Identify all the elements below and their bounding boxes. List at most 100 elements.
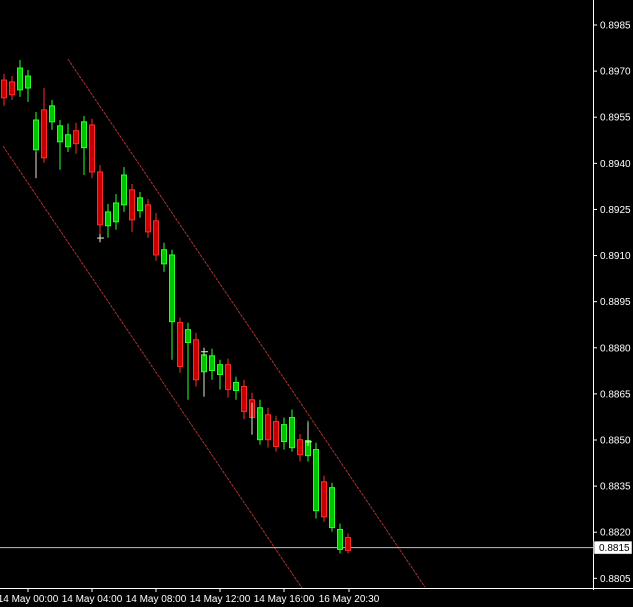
current-price-label: 0.8815 [599, 543, 630, 554]
candle-body [17, 67, 23, 91]
price-tick-label: 0.8940 [600, 159, 631, 170]
candle-body [233, 382, 239, 391]
candle-bearish [177, 317, 183, 373]
candle-bullish [105, 203, 111, 238]
candle-body [289, 417, 295, 449]
time-tick-label: 14 May 08:00 [126, 594, 187, 605]
price-tick-label: 0.8985 [600, 21, 631, 32]
price-axis: 0.8985 0.8970 0.8955 0.8940 0.8925 0.8910 0.88… [593, 21, 631, 585]
candle-body [281, 424, 287, 443]
price-tick-label: 0.8850 [600, 435, 631, 446]
candle-bearish [73, 122, 79, 154]
candle-bearish [297, 433, 303, 462]
price-tick-label: 0.8835 [600, 482, 631, 493]
candle-bullish [289, 409, 295, 452]
candle-body [177, 322, 183, 368]
candles [1, 60, 351, 554]
candle-bearish [89, 118, 95, 179]
price-tick-label: 0.8865 [600, 389, 631, 400]
candle-body [97, 171, 103, 226]
candle-bearish [41, 88, 47, 163]
candle-bullish [281, 417, 287, 450]
candle-body [329, 487, 335, 529]
candle-bullish [137, 191, 143, 218]
candle-bullish [337, 523, 343, 554]
cross-marker [97, 234, 104, 243]
candle-bullish [65, 123, 71, 152]
candle-body [201, 354, 207, 373]
candle-body [209, 355, 215, 372]
candle-bullish [329, 482, 335, 532]
candle-bullish [209, 348, 215, 380]
candle-bullish [121, 167, 127, 212]
candle-body [1, 79, 7, 99]
price-tick-label: 0.8805 [600, 574, 631, 585]
candle-bullish [185, 322, 191, 400]
candle-body [25, 75, 31, 89]
candle-bullish [169, 249, 175, 360]
time-tick-label: 14 May 04:00 [62, 594, 123, 605]
trend-channel [2, 58, 426, 589]
candle-bearish [9, 76, 15, 101]
channel-lower-trendline[interactable] [2, 145, 303, 589]
candle-body [161, 249, 167, 265]
candle-body [265, 414, 271, 441]
candle-body [105, 211, 111, 227]
candle-bearish [345, 533, 351, 554]
candle-body [153, 220, 159, 256]
candle-body [241, 386, 247, 412]
time-axis: 14 May 00:00 14 May 04:00 14 May 08:00 14 M… [0, 588, 380, 605]
candle-bullish [17, 60, 23, 97]
candle-body [137, 197, 143, 212]
candle-body [113, 202, 119, 223]
candle-body [145, 204, 151, 233]
candle-body [65, 134, 71, 148]
candle-bullish [81, 115, 87, 176]
price-tick-label: 0.8820 [600, 528, 631, 539]
candle-body [313, 449, 319, 512]
candle-body [257, 407, 263, 441]
candle-bullish [25, 69, 31, 102]
candle-bullish [57, 119, 63, 170]
candle-bullish [313, 442, 319, 519]
candle-body [345, 536, 351, 551]
candle-bearish [193, 332, 199, 387]
candle-bullish [49, 100, 55, 130]
candle-bullish [161, 242, 167, 272]
time-tick-label: 14 May 16:00 [254, 594, 315, 605]
time-tick-label: 16 May 20:30 [319, 594, 380, 605]
price-tick-label: 0.8910 [600, 251, 631, 262]
candle-bearish [129, 183, 135, 232]
time-tick-label: 14 May 00:00 [0, 594, 59, 605]
candle-bearish [265, 407, 271, 448]
candle-body [49, 105, 55, 123]
candle-bearish [321, 475, 327, 522]
current-price-box: 0.8815 [593, 540, 633, 555]
candle-body [33, 119, 39, 151]
candle-body [169, 254, 175, 323]
candle-bearish [97, 164, 103, 243]
current-price-box-bg [593, 540, 633, 555]
candle-bearish [153, 212, 159, 261]
price-tick-label: 0.8895 [600, 297, 631, 308]
candle-body [121, 174, 127, 206]
candle-body [193, 339, 199, 381]
candle-body [81, 121, 87, 149]
candle-body [73, 130, 79, 145]
time-tick-label: 14 May 12:00 [190, 594, 251, 605]
candle-bearish [225, 358, 231, 398]
candle-bearish [273, 415, 279, 452]
candle-bearish [241, 379, 247, 420]
candle-body [57, 125, 63, 143]
candle-body [129, 189, 135, 221]
candle-body [297, 439, 303, 456]
candle-body [273, 421, 279, 447]
price-tick-label: 0.8970 [600, 67, 631, 78]
candle-body [41, 109, 47, 159]
candle-body [185, 329, 191, 344]
candle-bullish [233, 376, 239, 400]
channel-upper-trendline[interactable] [67, 58, 426, 588]
candle-body [89, 124, 95, 173]
